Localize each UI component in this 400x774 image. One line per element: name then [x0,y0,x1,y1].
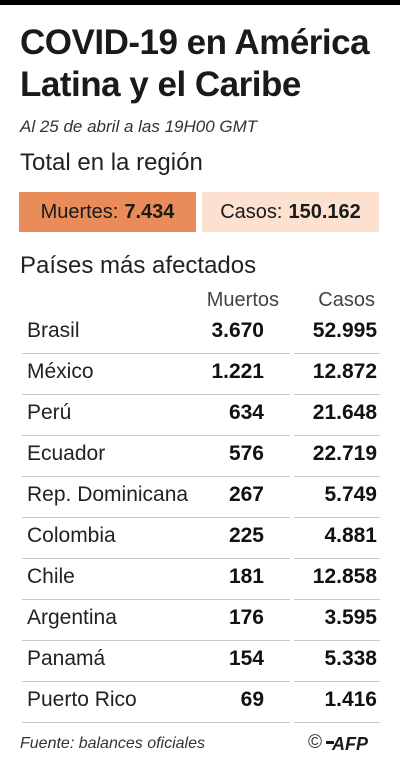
deaths-value: 69 [240,688,264,711]
country-name: Colombia [27,524,116,547]
table-row: Colombia 225 4.881 [22,518,380,559]
deaths-value: 267 [228,483,264,506]
table-row: Rep. Dominicana 267 5.749 [22,477,380,518]
table-row: Brasil 3.670 52.995 [22,313,380,354]
country-table: Brasil 3.670 52.995 México 1.221 12.872 Perú 63… [22,313,380,723]
row-divider [22,476,290,477]
deaths-value: 576 [228,442,264,465]
subtitle-date: Al 25 de abril a las 19H00 GMT [20,117,258,136]
svg-text:AFP: AFP [331,734,369,753]
total-deaths-box: Muertes: 7.434 [19,192,196,232]
cases-value: 52.995 [312,319,377,342]
row-divider [22,681,290,682]
country-name: Ecuador [27,442,106,465]
table-row: Chile 181 12.858 [22,559,380,600]
cases-value: 12.858 [312,565,377,588]
deaths-value: 181 [228,565,264,588]
deaths-value: 634 [228,401,264,424]
page-title: COVID-19 en América Latina y el Caribe [20,22,390,106]
title-line-1: COVID-19 en América [20,23,370,62]
countries-heading: Países más afectados [20,252,257,279]
cases-value: 12.872 [312,360,377,383]
row-divider [294,640,380,641]
deaths-value: 176 [228,606,264,629]
top-rule [0,0,400,5]
total-cases-box: Casos: 150.162 [202,192,379,232]
cases-value: 3.595 [324,606,377,629]
table-row: Argentina 176 3.595 [22,600,380,641]
row-divider [294,681,380,682]
cases-value: 4.881 [324,524,377,547]
deaths-value: 3.670 [211,319,264,342]
afp-logo: AFP [326,733,378,753]
credit: © AFP [308,732,378,754]
cases-value: 5.338 [324,647,377,670]
country-name: Puerto Rico [27,688,137,711]
cases-value: 1.416 [324,688,377,711]
row-divider [294,558,380,559]
row-divider [22,640,290,641]
source-note: Fuente: balances oficiales [20,735,205,752]
deaths-value: 1.221 [211,360,264,383]
table-row: Puerto Rico 69 1.416 [22,682,380,723]
table-row: Panamá 154 5.338 [22,641,380,682]
column-header-cases: Casos [318,289,375,311]
totals-heading: Total en la región [20,149,203,176]
row-divider [22,394,290,395]
total-cases-value: 150.162 [288,200,361,223]
column-header-deaths: Muertos [206,289,279,311]
row-divider [22,353,290,354]
row-divider [294,599,380,600]
cases-value: 5.749 [324,483,377,506]
country-name: Chile [27,565,75,588]
row-divider [294,517,380,518]
table-row: Perú 634 21.648 [22,395,380,436]
row-divider [22,558,290,559]
cases-value: 22.719 [312,442,377,465]
row-divider [22,517,290,518]
country-name: Panamá [27,647,106,670]
table-row: Ecuador 576 22.719 [22,436,380,477]
row-divider [294,476,380,477]
country-name: Rep. Dominicana [27,483,189,506]
cases-value: 21.648 [312,401,377,424]
copyright-symbol: © [308,732,322,753]
row-divider [294,435,380,436]
row-divider [294,394,380,395]
deaths-value: 225 [228,524,264,547]
total-deaths-value: 7.434 [124,200,175,223]
title-line-2: Latina y el Caribe [20,65,301,104]
table-row: México 1.221 12.872 [22,354,380,395]
row-divider [22,599,290,600]
total-cases-label: Casos: [220,200,283,223]
row-divider [22,435,290,436]
country-name: Perú [27,401,72,424]
row-divider [22,722,290,723]
row-divider [294,353,380,354]
country-name: Brasil [27,319,80,342]
total-deaths-label: Muertes: [40,200,119,223]
deaths-value: 154 [228,647,264,670]
row-divider [294,722,380,723]
country-name: Argentina [27,606,117,629]
country-name: México [27,360,94,383]
